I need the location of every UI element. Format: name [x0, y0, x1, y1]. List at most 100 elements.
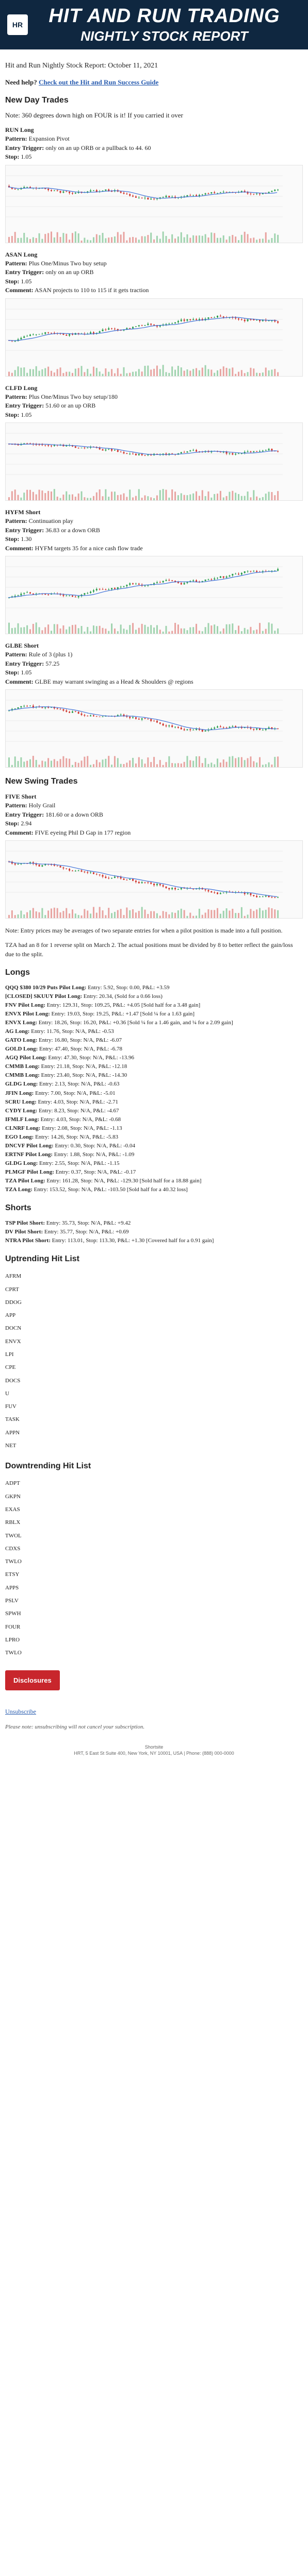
trade-detail-value: Expansion Pivot: [28, 135, 70, 143]
volume-bar: [117, 368, 119, 376]
volume-bar: [268, 907, 270, 918]
position-line: AG Long: Entry: 11.76, Stop: N/A, P&L: -…: [5, 1027, 303, 1036]
position-details: Entry: 2.13, Stop: N/A, P&L: -0.63: [39, 1081, 120, 1088]
candle-body: [201, 318, 203, 320]
position-name: TZA Pilot Long:: [5, 1177, 45, 1184]
trade-title-text: CLFD Long: [5, 384, 38, 392]
candle-body: [165, 725, 167, 726]
volume-bar: [8, 622, 10, 634]
candle-body: [120, 191, 122, 193]
candle-body: [214, 892, 216, 893]
position-name: FNV Pilot Long:: [5, 1002, 46, 1009]
volume-bar: [256, 239, 258, 243]
position-line: DV Pilot Short: Entry: 35.77, Stop: N/A,…: [5, 1228, 303, 1236]
volume-bar: [192, 235, 194, 243]
volume-bar: [204, 234, 206, 243]
candle-body: [198, 888, 200, 889]
candle-body: [256, 451, 258, 452]
volume-bar: [189, 238, 191, 243]
volume-bar: [259, 239, 261, 243]
volume-bar: [8, 371, 10, 376]
volume-bar: [108, 756, 110, 767]
footer-brand: Shortsite: [144, 1744, 164, 1750]
candle-body: [14, 596, 16, 597]
volume-bar: [50, 760, 52, 767]
candle-body: [26, 187, 28, 188]
volume-bar: [114, 492, 116, 501]
candle-body: [53, 707, 55, 708]
candle-body: [262, 319, 264, 321]
volume-bar: [14, 489, 16, 501]
candle-body: [229, 575, 231, 577]
volume-bar: [38, 233, 40, 243]
volume-bar: [17, 366, 19, 376]
candle-body: [232, 453, 234, 455]
trade-detail-value: FIVE eyeing Phil D Gap in 177 region: [35, 828, 131, 836]
volume-bar: [59, 912, 61, 918]
volume-bar: [62, 625, 64, 634]
price-chart-svg: [6, 309, 283, 376]
volume-bar: [174, 492, 176, 501]
volume-bar: [232, 908, 234, 918]
unsubscribe-link[interactable]: Unsubscribe: [5, 1707, 36, 1715]
tza-note: TZA had an 8 for 1 reverse split on Marc…: [5, 941, 293, 958]
volume-bar: [156, 235, 158, 243]
volume-bar: [229, 910, 231, 918]
position-details: Entry: 161.28, Stop: N/A, P&L: -129.30 […: [46, 1177, 202, 1184]
volume-bar: [14, 369, 16, 376]
position-name: ERTNF Pilot Long:: [5, 1151, 53, 1158]
volume-bar: [123, 367, 125, 376]
candle-body: [183, 888, 185, 889]
volume-bar: [99, 625, 101, 634]
volume-bar: [232, 490, 234, 501]
volume-bar: [84, 238, 86, 243]
volume-bar: [29, 759, 31, 767]
position-name: QQQ $380 10/29 Puts Pilot Long:: [5, 984, 87, 991]
trade-title-text: ASAN Long: [5, 250, 38, 258]
candle-body: [150, 198, 152, 199]
volume-bar: [35, 366, 37, 376]
trade-title-text: FIVE Short: [5, 792, 37, 800]
volume-bar: [138, 239, 140, 243]
success-guide-link[interactable]: Check out the Hit and Run Success Guide: [39, 78, 159, 86]
candle-body: [165, 195, 167, 197]
candle-body: [268, 895, 270, 897]
candle-body: [138, 454, 140, 455]
volume-bar: [174, 369, 176, 376]
volume-bar: [268, 762, 270, 767]
candle-body: [35, 334, 37, 335]
volume-bar: [274, 233, 276, 243]
volume-bar: [53, 237, 55, 243]
candle-body: [95, 716, 98, 717]
trade-detail-label: Entry Trigger:: [5, 402, 44, 410]
disclosures-button[interactable]: Disclosures: [5, 1670, 60, 1690]
position-details: Entry: 7.00, Stop: N/A, P&L: -5.01: [35, 1090, 116, 1096]
volume-bar: [90, 373, 92, 376]
candle-body: [123, 878, 125, 880]
trade-detail-value: GLBE may warrant swinging as a Head & Sh…: [35, 677, 193, 685]
volume-bar: [56, 368, 58, 376]
volume-bar: [219, 490, 221, 501]
volume-bar: [238, 913, 240, 918]
volume-bar: [177, 763, 179, 767]
candle-body: [44, 863, 46, 866]
volume-bar: [192, 493, 194, 501]
volume-bar: [196, 623, 198, 634]
position-details: Entry: 14.26, Stop: N/A, P&L: -5.83: [35, 1133, 119, 1140]
candle-body: [217, 578, 219, 579]
volume-bar: [217, 370, 219, 376]
candle-body: [102, 329, 104, 331]
volume-bar: [77, 628, 79, 634]
candle-body: [229, 453, 231, 454]
volume-bar: [99, 762, 101, 767]
candle-body: [247, 451, 249, 452]
volume-bar: [229, 624, 231, 634]
candle-body: [92, 332, 94, 333]
volume-bar: [32, 623, 34, 634]
candle-body: [214, 727, 216, 729]
volume-bar: [156, 625, 158, 634]
volume-bar: [247, 233, 249, 243]
volume-bar: [238, 371, 240, 376]
volume-bar: [240, 496, 242, 501]
candle-body: [144, 882, 146, 883]
